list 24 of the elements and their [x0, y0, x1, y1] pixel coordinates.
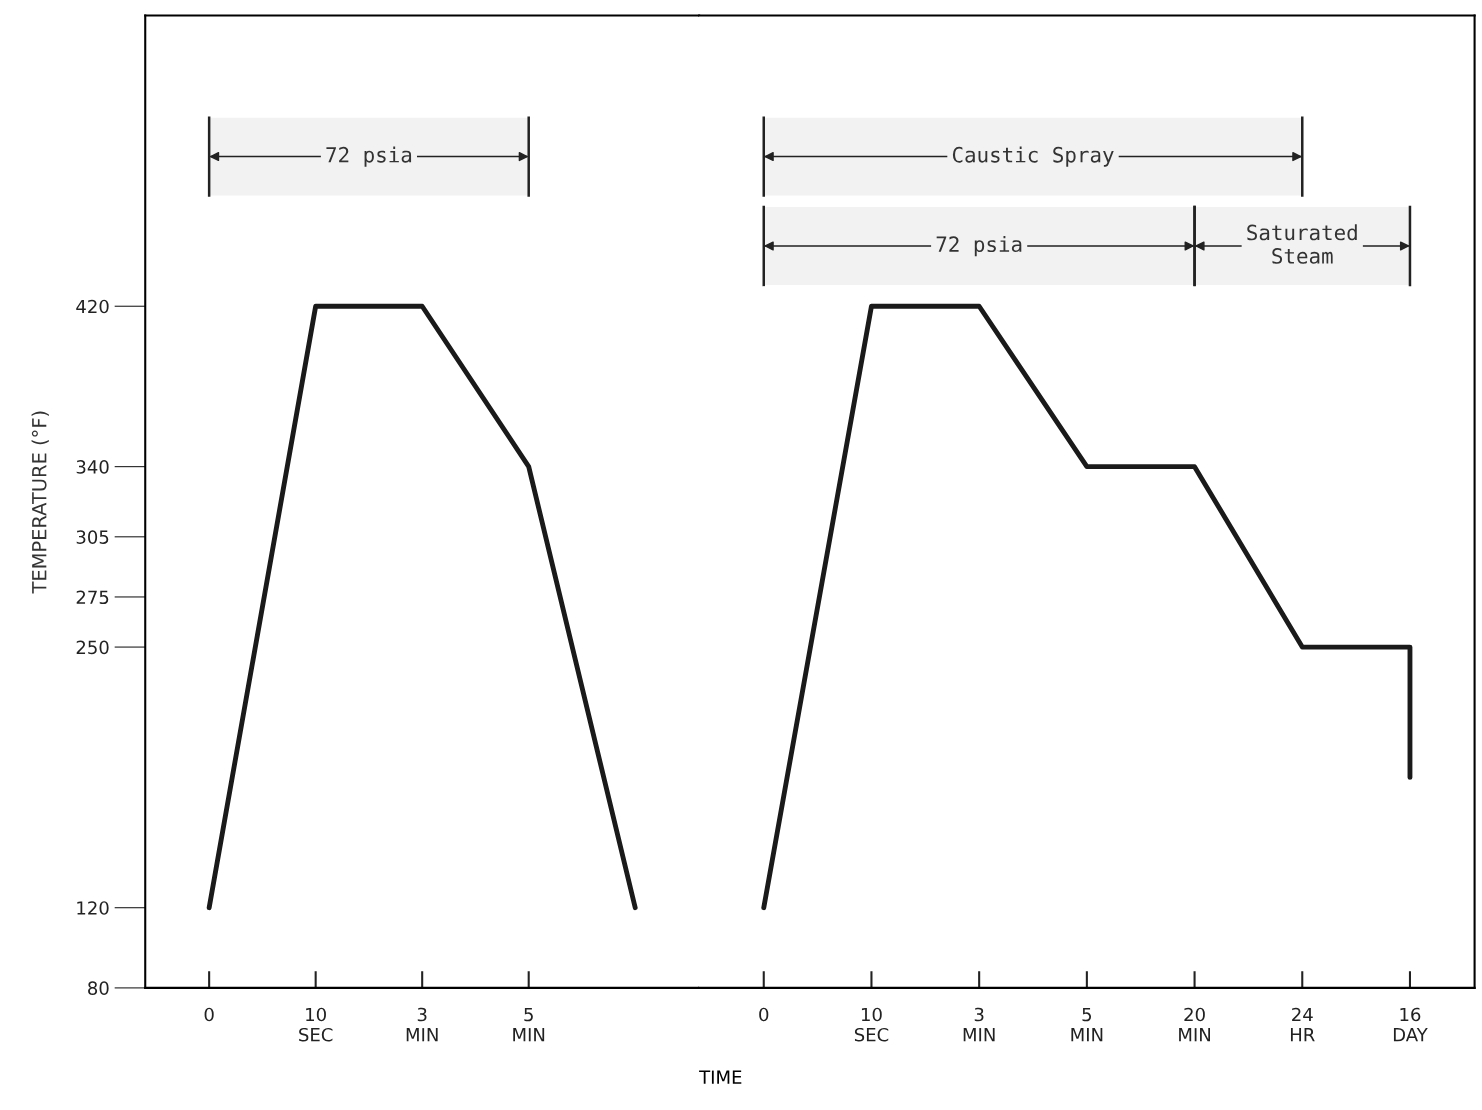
- x-tick-label: 10 SEC: [299, 1007, 333, 1042]
- x-tick-label: 20 MIN: [1179, 1007, 1210, 1042]
- x-tick-label: 3 MIN: [963, 1007, 995, 1042]
- x-tick-label: 3 MIN: [406, 1007, 438, 1042]
- y-tick-label: 305: [76, 530, 109, 544]
- y-tick-label: 80: [88, 981, 109, 996]
- x-tick-label: 0: [204, 1007, 214, 1022]
- x-tick-label: 0: [759, 1007, 769, 1022]
- y-axis-title: TEMPERATURE (°F): [31, 411, 49, 594]
- y-tick-label: 250: [76, 640, 109, 655]
- x-tick-label: 5 MIN: [1071, 1007, 1103, 1042]
- band-label: Caustic Spray: [952, 146, 1114, 167]
- x-axis-title: TIME: [699, 1070, 742, 1084]
- y-tick-label: 275: [76, 590, 109, 605]
- x-tick-label: 16 DAY: [1393, 1007, 1428, 1042]
- y-tick-label: 340: [76, 460, 109, 474]
- band-label: 72 psia: [936, 235, 1022, 257]
- x-tick-label: 10 SEC: [854, 1007, 889, 1042]
- y-tick-label: 420: [76, 299, 109, 314]
- y-tick-label: 120: [77, 901, 109, 915]
- x-tick-label: 5 MIN: [513, 1007, 545, 1042]
- band-label: 72 psia: [326, 146, 412, 167]
- band-label: Saturated Steam: [1247, 224, 1357, 264]
- x-tick-label: 24 HR: [1290, 1007, 1315, 1042]
